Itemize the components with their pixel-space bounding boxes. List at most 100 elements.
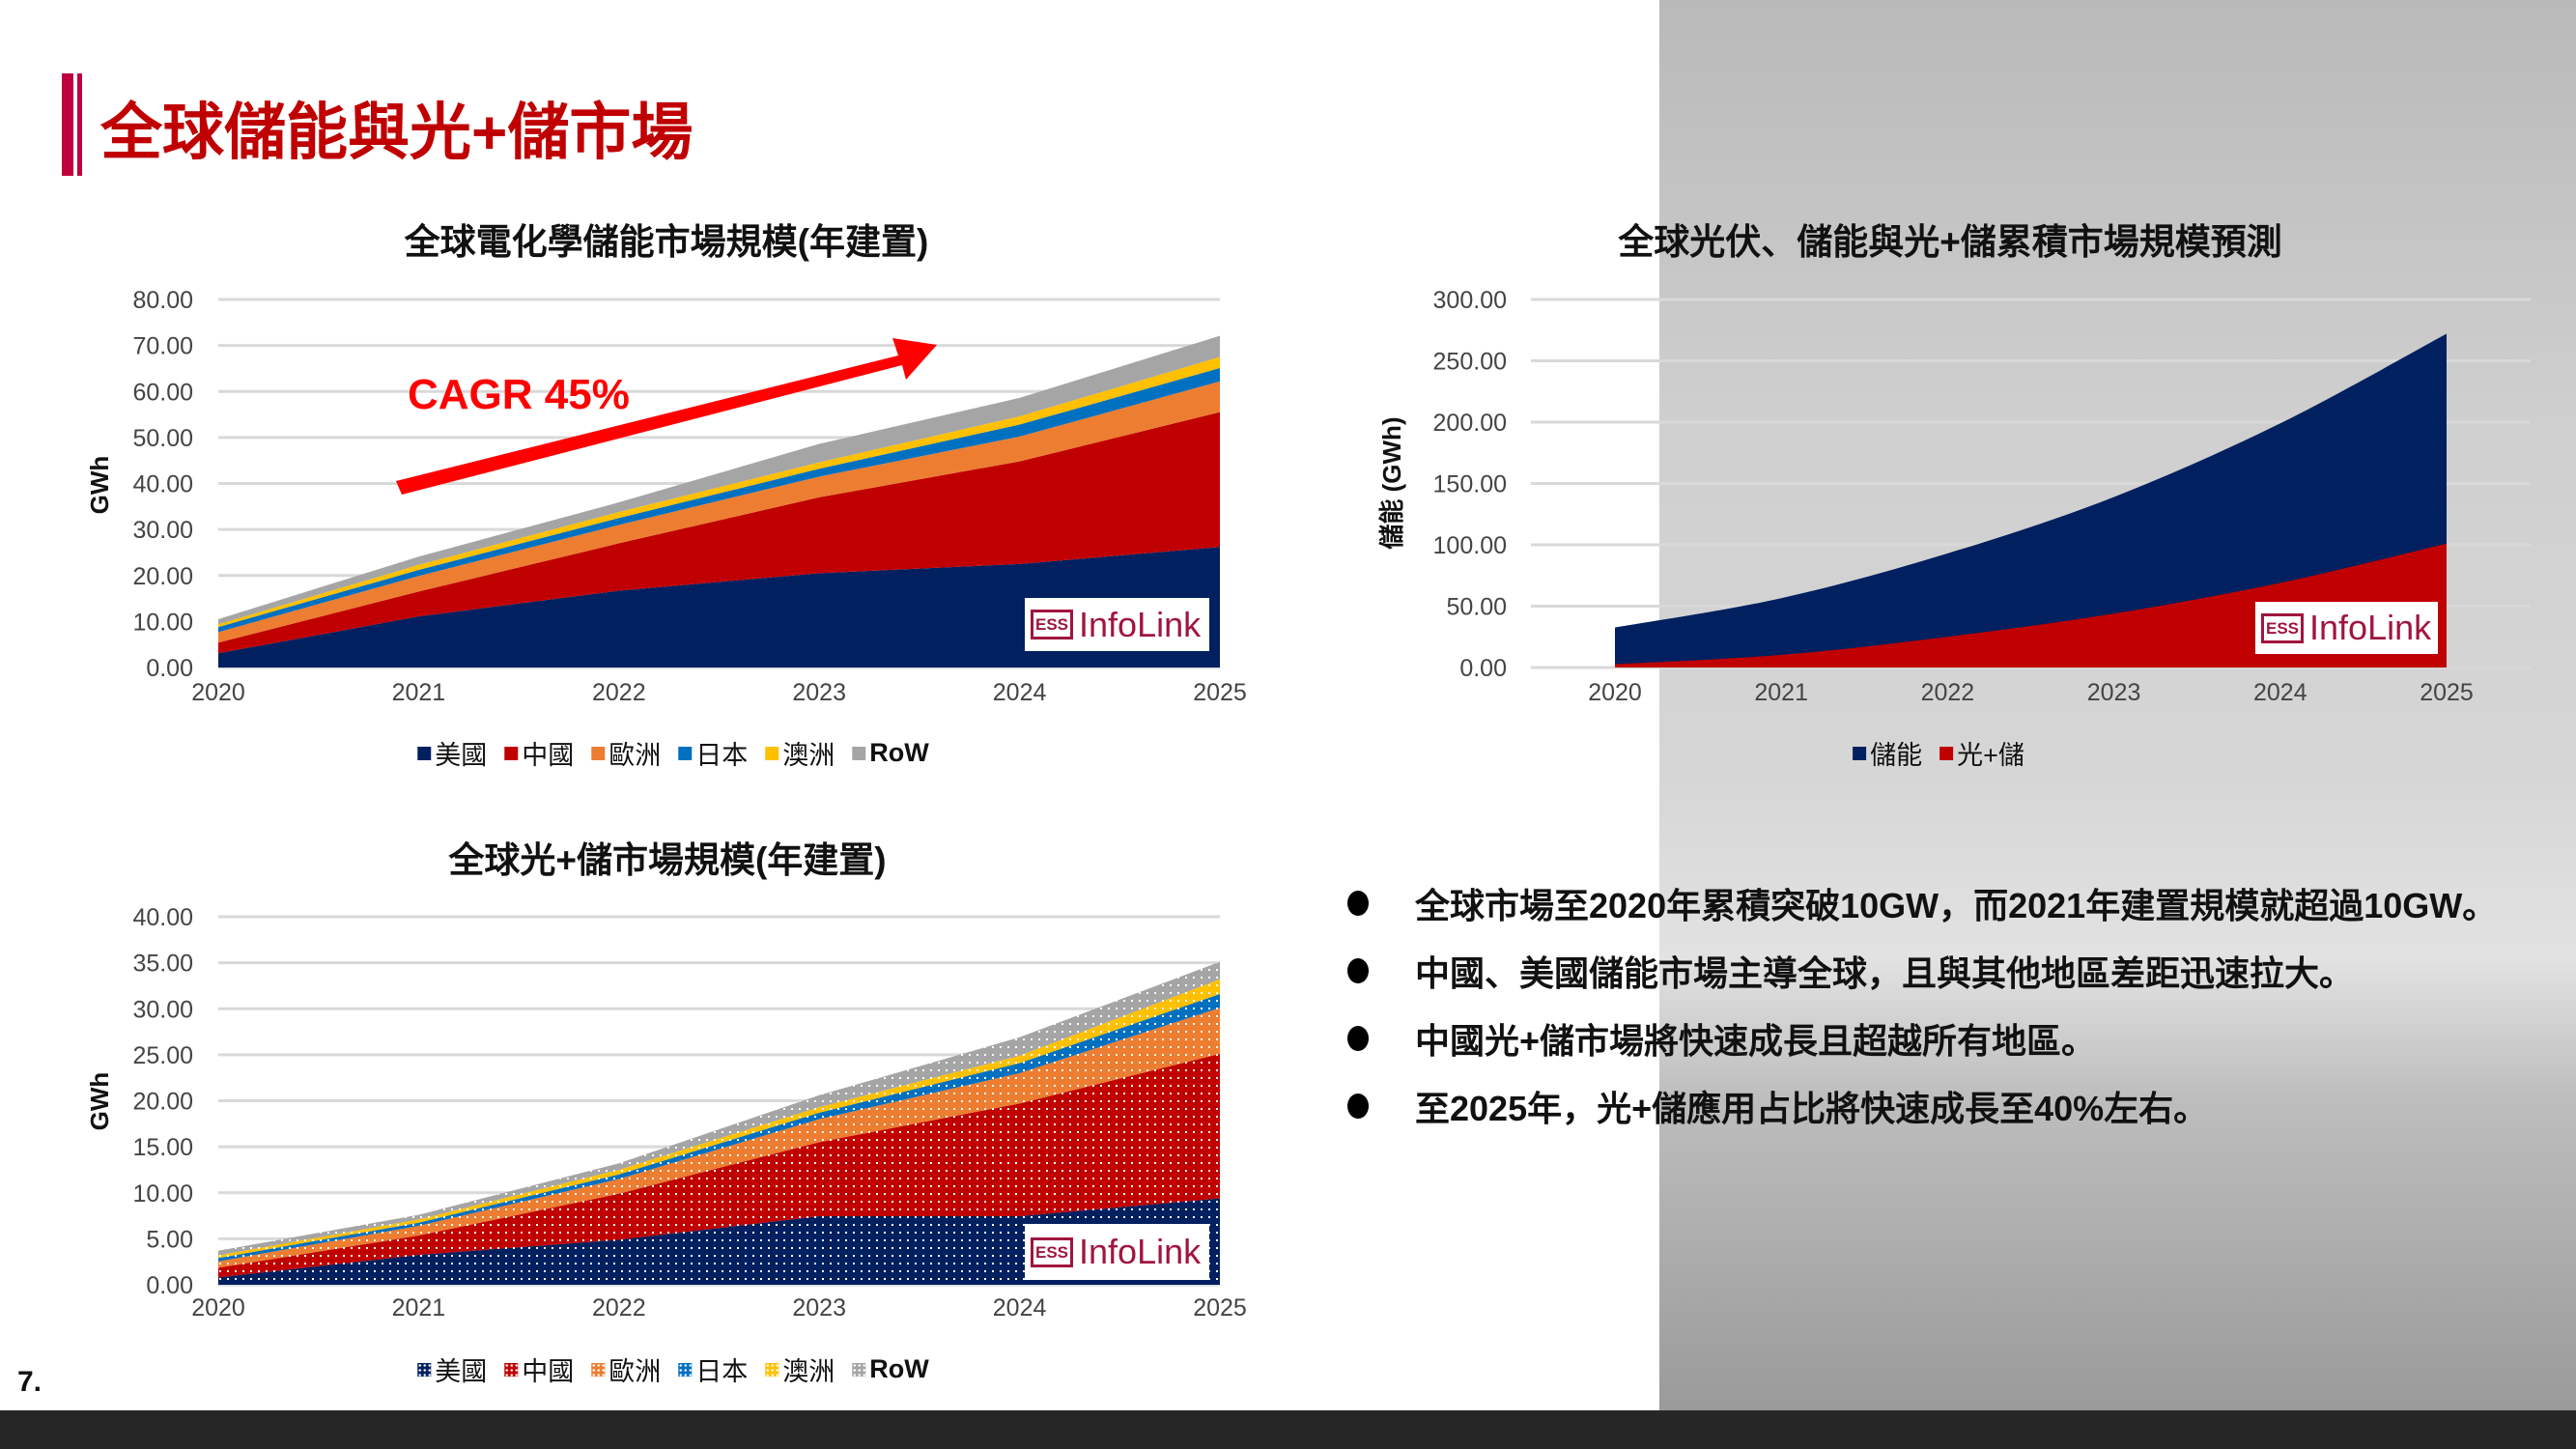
chart1: 0.00 10.00 20.00 30.00 40.00 50.00 60.00 70.00 8…: [85, 287, 1247, 706]
y-axis-label: 儲能 (GWh): [1377, 416, 1406, 549]
x-tick-label: 2022: [592, 679, 646, 706]
legend-label: 儲能: [1870, 741, 1923, 770]
logo-name: InfoLink: [2309, 608, 2432, 647]
y-tick-label: 300.00: [1433, 287, 1507, 314]
legend-swatch: [852, 1362, 866, 1377]
y-tick-label: 100.00: [1433, 532, 1507, 559]
legend-item: 中國: [504, 734, 574, 772]
area-series-光+儲: [1615, 543, 2447, 668]
x-tick-label: 2020: [191, 679, 245, 706]
legend-item: 澳洲: [765, 1350, 835, 1388]
legend-label: 美國: [435, 741, 488, 770]
x-tick-label: 2021: [392, 1294, 446, 1321]
y-tick-label: 40.00: [132, 471, 193, 498]
logo-ess: ESS: [1031, 1236, 1074, 1267]
legend-label: 澳洲: [782, 741, 835, 770]
legend-item: 中國: [504, 1350, 574, 1388]
x-tick-label: 2025: [1193, 1294, 1247, 1321]
chart1-legend: 美國 中國 歐洲 日本 澳洲 RoW: [417, 734, 929, 772]
area-series-儲能: [1615, 333, 2447, 668]
chart2: 0.00 5.00 10.00 15.00 20.00 25.00 30.00 35.00 40…: [85, 904, 1247, 1321]
area-series-澳洲: [218, 356, 1220, 628]
bullet-text: 中國、美國儲能市場主導全球，且與其他地區差距迅速拉大。: [1415, 953, 2355, 993]
legend-item: RoW: [852, 734, 929, 772]
y-tick-label: 35.00: [132, 951, 193, 978]
legend-label: 日本: [695, 1357, 749, 1386]
y-tick-label: 0.00: [1459, 655, 1507, 682]
bullet-dot-icon: [1347, 958, 1369, 983]
bullet-dot-icon: [1347, 1026, 1369, 1051]
chart2-legend: 美國 中國 歐洲 日本 澳洲 RoW: [417, 1350, 929, 1388]
legend-swatch: [1853, 746, 1867, 760]
cagr-arrow-icon: [396, 338, 937, 495]
bullet-dot-icon: [1347, 1094, 1369, 1119]
y-tick-label: 30.00: [132, 517, 193, 544]
chart1-title: 全球電化學儲能市場規模(年建置): [404, 222, 929, 262]
bullet-item: 中國光+儲市場將快速成長且超越所有地區。: [1343, 1005, 2497, 1072]
bullet-item: 中國、美國儲能市場主導全球，且與其他地區差距迅速拉大。: [1343, 937, 2497, 1005]
legend-label: RoW: [869, 1354, 929, 1383]
area-series-RoW: [218, 335, 1220, 625]
legend-swatch: [504, 1362, 519, 1377]
legend-item: 澳洲: [765, 734, 835, 772]
y-tick-label: 80.00: [132, 287, 193, 314]
y-tick-label: 50.00: [1446, 594, 1507, 621]
legend-swatch: [765, 1362, 779, 1377]
y-axis-label: GWh: [85, 1072, 114, 1131]
y-tick-label: 10.00: [132, 609, 193, 636]
footer-bar: [0, 1410, 2576, 1449]
title-accent-bar-thin: [77, 73, 82, 176]
chart3-title: 全球光伏、儲能與光+儲累積市場規模預測: [1618, 222, 2282, 262]
legend-label: 歐洲: [609, 1357, 662, 1386]
legend-item: 光+儲: [1939, 734, 2024, 772]
bullet-list: 全球市場至2020年累積突破10GW，而2021年建置規模就超過10GW。 中國…: [1343, 869, 2497, 1140]
x-tick-label: 2021: [392, 679, 446, 706]
area-series-美國: [218, 1198, 1220, 1285]
legend-item: RoW: [852, 1350, 929, 1388]
bullet-text: 中國光+儲市場將快速成長且超越所有地區。: [1415, 1021, 2097, 1061]
legend-swatch: [504, 746, 519, 760]
logo-name: InfoLink: [1079, 1232, 1202, 1271]
legend-label: RoW: [869, 738, 929, 767]
x-tick-label: 2020: [1588, 679, 1642, 706]
legend-label: 澳洲: [782, 1357, 835, 1386]
x-tick-label: 2022: [1921, 679, 1975, 706]
y-tick-label: 15.00: [132, 1134, 193, 1161]
legend-item: 儲能: [1853, 734, 1922, 772]
x-tick-label: 2022: [592, 1294, 646, 1321]
area-series-歐洲: [218, 381, 1220, 643]
x-tick-label: 2025: [1193, 679, 1247, 706]
legend-item: 日本: [678, 734, 748, 772]
legend-swatch: [678, 1362, 693, 1377]
area-series-日本: [218, 367, 1220, 633]
x-tick-label: 2023: [2087, 679, 2141, 706]
y-tick-label: 20.00: [132, 563, 193, 590]
legend-swatch: [765, 746, 779, 760]
infolink-logo: ESS InfoLink: [1025, 598, 1209, 651]
legend-label: 光+儲: [1957, 741, 2024, 770]
legend-label: 日本: [695, 741, 749, 770]
infolink-logo: ESS InfoLink: [2255, 602, 2438, 654]
legend-label: 美國: [435, 1357, 488, 1386]
chart3-legend: 儲能 光+儲: [1853, 734, 2024, 772]
legend-swatch: [591, 1362, 606, 1377]
legend-label: 中國: [522, 741, 575, 770]
legend-item: 美國: [417, 734, 487, 772]
legend-label: 中國: [522, 1357, 575, 1386]
legend-label: 歐洲: [609, 741, 662, 770]
bullet-item: 至2025年，光+儲應用占比將快速成長至40%左右。: [1343, 1072, 2497, 1140]
legend-item: 歐洲: [591, 1350, 661, 1388]
y-tick-label: 10.00: [132, 1180, 193, 1208]
legend-swatch: [852, 746, 866, 760]
y-tick-label: 250.00: [1433, 349, 1507, 376]
y-tick-label: 20.00: [132, 1089, 193, 1116]
y-tick-label: 30.00: [132, 996, 193, 1023]
x-tick-label: 2025: [2420, 679, 2474, 706]
cagr-annotation: CAGR 45%: [408, 371, 630, 418]
y-tick-label: 70.00: [132, 333, 193, 360]
x-tick-label: 2024: [2253, 679, 2307, 706]
legend-swatch: [417, 746, 432, 760]
x-tick-label: 2023: [792, 1294, 846, 1321]
y-tick-label: 0.00: [146, 655, 193, 682]
chart2-title: 全球光+儲市場規模(年建置): [448, 840, 887, 880]
